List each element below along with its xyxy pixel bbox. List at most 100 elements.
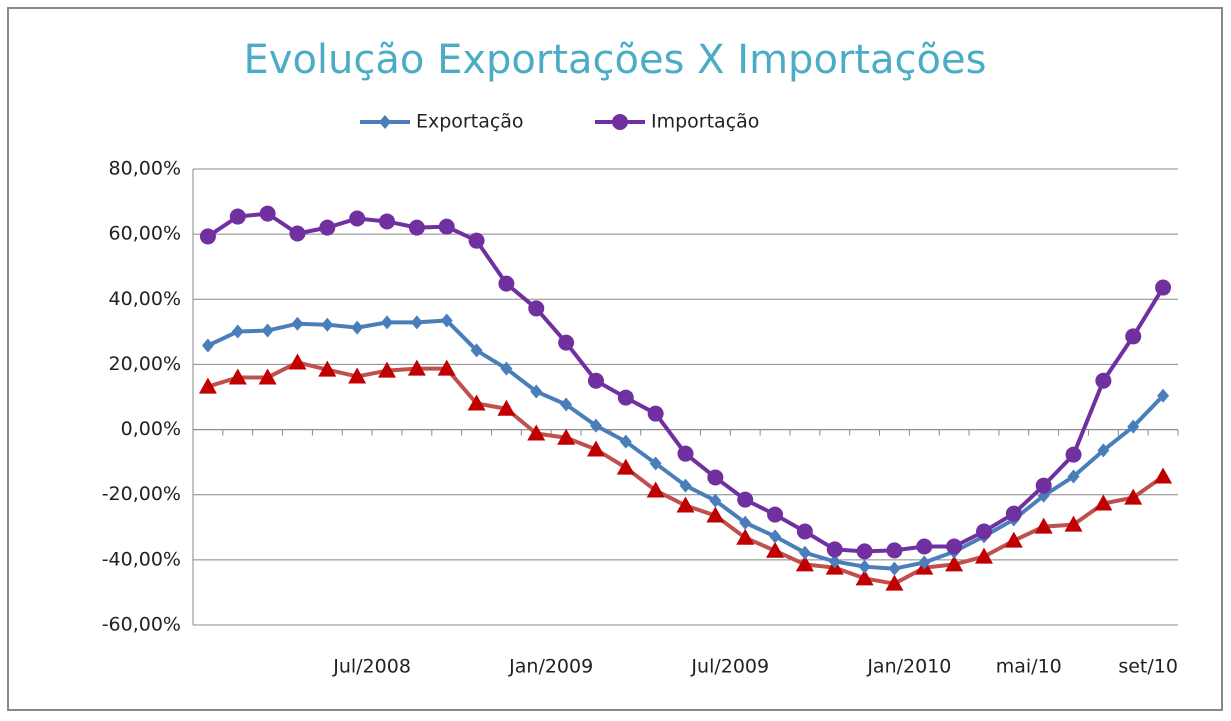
data-point	[798, 545, 811, 560]
data-point	[288, 353, 307, 370]
data-point	[468, 232, 485, 249]
data-point	[229, 208, 246, 225]
data-point	[1154, 467, 1173, 484]
data-point	[319, 219, 336, 236]
x-tick-label: Jul/2009	[690, 656, 769, 678]
data-point	[855, 569, 874, 586]
data-point	[1004, 531, 1023, 548]
data-point	[198, 377, 217, 394]
data-point	[1127, 419, 1140, 434]
data-point	[1124, 488, 1143, 505]
data-point	[795, 555, 814, 572]
data-point	[440, 313, 453, 328]
data-point	[231, 324, 244, 339]
data-point	[709, 493, 722, 508]
y-tick-label: -60,00%	[102, 614, 181, 636]
data-point	[1067, 469, 1080, 484]
data-point	[498, 275, 515, 292]
x-tick-label: set/10	[1118, 656, 1178, 678]
data-point	[888, 561, 901, 576]
data-point	[916, 538, 933, 555]
data-point	[1155, 279, 1172, 296]
y-tick-label: -20,00%	[102, 483, 181, 505]
data-point	[856, 543, 873, 560]
x-tick-label: Jul/2008	[332, 656, 411, 678]
chart-frame	[7, 7, 1223, 711]
data-point	[1064, 515, 1083, 532]
legend-label: Exportação	[416, 111, 524, 133]
data-point	[470, 343, 483, 358]
data-point	[647, 405, 664, 422]
data-point	[530, 384, 543, 399]
data-point	[737, 491, 754, 508]
data-point	[378, 361, 397, 378]
data-point	[527, 424, 546, 441]
data-point	[381, 315, 394, 330]
data-point	[497, 399, 516, 416]
data-point	[1097, 443, 1110, 458]
data-point	[500, 361, 513, 376]
data-point	[321, 317, 334, 332]
data-point	[677, 445, 694, 462]
data-point	[706, 506, 725, 523]
data-point	[586, 440, 605, 457]
data-point	[1005, 505, 1022, 522]
x-tick-label: mai/10	[996, 656, 1062, 678]
data-point	[975, 523, 992, 540]
data-point	[349, 210, 366, 227]
data-point	[918, 555, 931, 570]
data-point	[796, 523, 813, 540]
data-point	[587, 372, 604, 389]
data-point	[828, 554, 841, 569]
y-tick-label: 80,00%	[109, 158, 181, 180]
data-point	[438, 218, 455, 235]
data-point	[467, 394, 486, 411]
data-point	[707, 469, 724, 486]
data-point	[379, 213, 396, 230]
data-point	[676, 496, 695, 513]
data-point	[289, 225, 306, 242]
data-point	[1065, 446, 1082, 463]
data-point	[826, 541, 843, 558]
data-point	[1094, 494, 1113, 511]
data-point	[201, 338, 214, 353]
data-point	[619, 434, 632, 449]
legend-marker	[612, 114, 628, 130]
data-point	[589, 418, 602, 433]
data-point	[1125, 328, 1142, 345]
data-point	[261, 323, 274, 338]
data-point	[348, 367, 367, 384]
data-point	[1035, 477, 1052, 494]
y-tick-label: 20,00%	[109, 353, 181, 375]
x-tick-label: Jan/2009	[508, 656, 593, 678]
data-point	[739, 515, 752, 530]
legend-marker	[379, 115, 391, 129]
data-point	[858, 559, 871, 574]
data-point	[649, 456, 662, 471]
y-tick-label: -40,00%	[102, 548, 181, 570]
y-tick-label: 0,00%	[121, 418, 181, 440]
data-point	[557, 428, 576, 445]
data-point	[945, 555, 964, 572]
data-point	[560, 397, 573, 412]
legend-label: Importação	[651, 111, 759, 133]
data-point	[886, 542, 903, 559]
data-point	[351, 320, 364, 335]
data-point	[199, 228, 216, 245]
data-point	[617, 389, 634, 406]
data-point	[408, 219, 425, 236]
data-point	[528, 300, 545, 317]
data-point	[228, 368, 247, 385]
data-point	[946, 538, 963, 555]
chart-title: Evolução Exportações X Importações	[244, 37, 987, 83]
data-point	[885, 574, 904, 591]
data-point	[258, 368, 277, 385]
data-point	[646, 481, 665, 498]
y-tick-label: 60,00%	[109, 223, 181, 245]
data-point	[769, 529, 782, 544]
data-point	[974, 547, 993, 564]
data-point	[407, 359, 426, 376]
x-tick-label: Jan/2010	[866, 656, 951, 678]
data-point	[1095, 372, 1112, 389]
data-point	[736, 528, 755, 545]
